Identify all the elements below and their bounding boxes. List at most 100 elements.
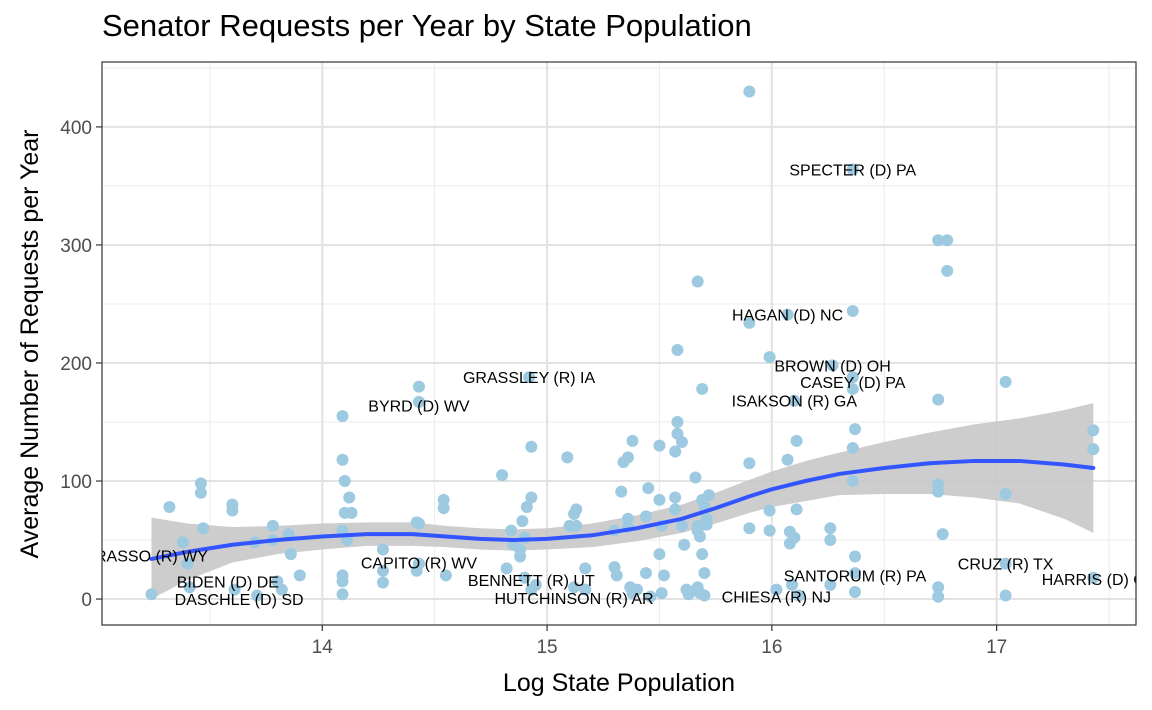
point-label: RASSO (R) WY (95, 548, 208, 565)
data-point (579, 583, 592, 596)
data-point (669, 503, 682, 516)
data-point (228, 583, 241, 596)
data-point (941, 234, 954, 247)
data-point (696, 382, 709, 395)
data-point (226, 504, 239, 517)
y-axis-title: Average Number of Requests per Year (16, 130, 44, 559)
data-point (500, 562, 513, 575)
data-point (671, 343, 684, 356)
data-point (691, 275, 704, 288)
data-point (999, 487, 1012, 500)
data-point (824, 522, 837, 535)
data-point (846, 371, 859, 384)
point-label: CAPITO (R) WV (361, 555, 477, 572)
data-point (412, 517, 425, 530)
data-point (181, 557, 194, 570)
data-point (525, 491, 538, 504)
data-point (941, 264, 954, 277)
data-point (284, 548, 297, 561)
point-label: CRUZ (R) TX (958, 557, 1054, 574)
data-point (743, 85, 756, 98)
data-point (568, 581, 581, 594)
data-point (412, 395, 425, 408)
data-point (696, 548, 709, 561)
data-point (642, 482, 655, 495)
data-point (763, 504, 776, 517)
data-point (183, 581, 196, 594)
data-point (579, 562, 592, 575)
confidence-band (151, 403, 1094, 600)
data-point (439, 569, 452, 582)
y-tick-label: 400 (60, 118, 92, 139)
panel-border-rect (101, 61, 1137, 626)
data-point (698, 589, 711, 602)
data-point (644, 590, 657, 603)
data-point (525, 440, 538, 453)
data-point (849, 550, 862, 563)
data-point (520, 500, 533, 513)
data-point (671, 415, 684, 428)
data-point (824, 534, 837, 547)
data-point (630, 583, 643, 596)
data-point (1087, 424, 1100, 437)
data-point (657, 569, 670, 582)
data-point (932, 590, 945, 603)
data-point (194, 477, 207, 490)
data-point (496, 469, 509, 482)
data-point (849, 585, 862, 598)
data-point (293, 569, 306, 582)
data-point (849, 423, 862, 436)
y-tick-label: 0 (81, 590, 92, 611)
data-point (516, 515, 529, 528)
scatter-points (145, 85, 1100, 603)
data-point (437, 493, 450, 506)
x-axis: 14 15 16 17 (312, 625, 1007, 658)
data-point (999, 589, 1012, 602)
data-point (266, 519, 279, 532)
y-tick-label: 300 (60, 236, 92, 257)
point-label: HARRIS (D) C (1042, 572, 1145, 589)
data-point (846, 163, 859, 176)
data-point (376, 543, 389, 556)
data-point (788, 531, 801, 544)
data-point (763, 524, 776, 537)
data-point (514, 543, 527, 556)
data-point (251, 589, 264, 602)
data-point (336, 575, 349, 588)
data-point (653, 548, 666, 561)
data-point (570, 503, 583, 516)
data-point (700, 518, 713, 531)
data-point (675, 519, 688, 532)
data-point (999, 557, 1012, 570)
x-axis-title: Log State Population (503, 669, 735, 697)
data-point (639, 567, 652, 580)
data-point (561, 451, 574, 464)
data-point (197, 522, 210, 535)
data-point (846, 305, 859, 318)
data-point (523, 371, 536, 384)
data-point (693, 530, 706, 543)
data-point (675, 436, 688, 449)
point-label: BYRD (D) WV (368, 398, 470, 415)
point-label: DASCHLE (D) SD (175, 592, 304, 609)
data-point (376, 576, 389, 589)
data-point (743, 457, 756, 470)
point-label: ISAKSON (R) GA (732, 394, 858, 411)
data-point (932, 581, 945, 594)
data-point (626, 434, 639, 447)
data-point (932, 485, 945, 498)
data-point (669, 491, 682, 504)
data-point (275, 583, 288, 596)
data-point (790, 434, 803, 447)
confidence-band-area (151, 403, 1094, 600)
data-point (655, 587, 668, 600)
y-tick-label: 100 (60, 472, 92, 493)
data-point (743, 316, 756, 329)
data-point (698, 567, 711, 580)
x-tick-label: 17 (986, 637, 1007, 658)
data-point (846, 382, 859, 395)
data-point (743, 522, 756, 535)
